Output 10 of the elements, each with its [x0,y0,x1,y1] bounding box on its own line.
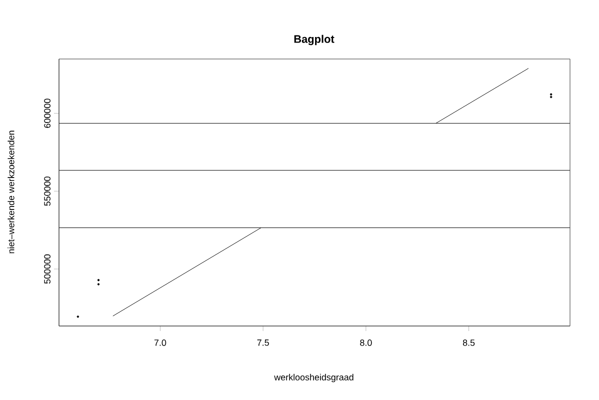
y-tick-label: 600000 [44,98,50,128]
x-tick-label: 8.5 [462,340,475,346]
y-tick-label: 550000 [44,176,50,206]
x-tick-label: 8.0 [360,340,372,346]
y-axis-title: niet–werkende werkzoekenden [8,130,14,254]
x-tick-label: 7.0 [154,340,166,346]
chart-title: Bagplot [294,34,334,46]
y-tick-label: 500000 [44,254,50,284]
x-axis-title: werkloosheidsgraad [274,374,354,382]
x-tick-label: 7.5 [257,340,269,346]
